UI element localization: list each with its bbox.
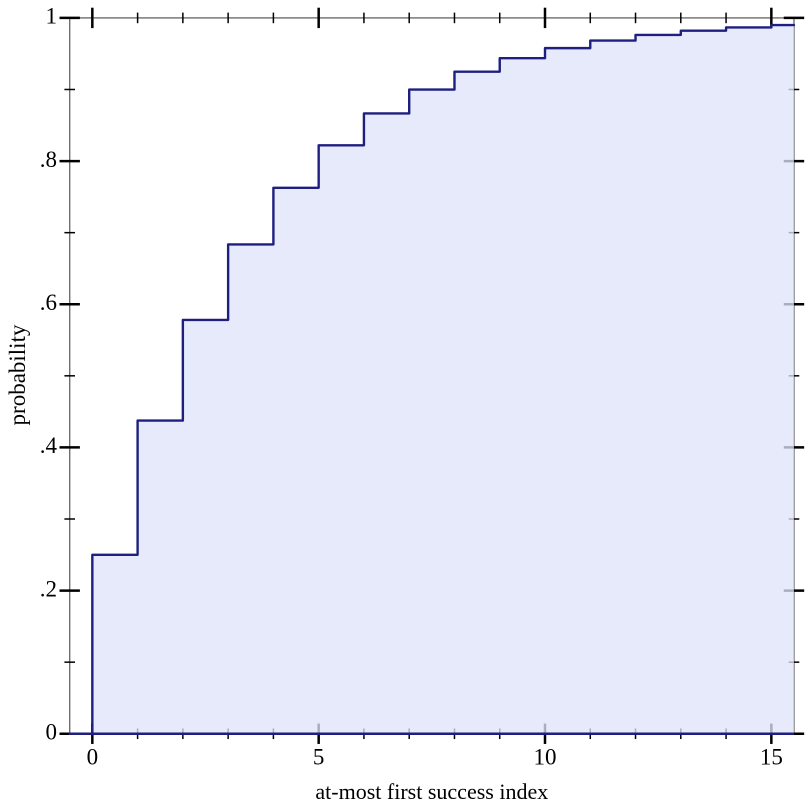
svg-text:15: 15 (760, 744, 783, 769)
svg-text:1: 1 (46, 4, 58, 29)
svg-text:probability: probability (5, 324, 30, 425)
svg-text:at-most first success index: at-most first success index (315, 779, 548, 804)
svg-text:0: 0 (87, 744, 99, 769)
svg-text:0: 0 (46, 719, 58, 744)
svg-text:.6: .6 (40, 290, 57, 315)
svg-text:.4: .4 (40, 433, 58, 458)
svg-text:10: 10 (534, 744, 557, 769)
svg-text:5: 5 (313, 744, 325, 769)
svg-text:.8: .8 (40, 147, 57, 172)
svg-text:.2: .2 (40, 576, 57, 601)
